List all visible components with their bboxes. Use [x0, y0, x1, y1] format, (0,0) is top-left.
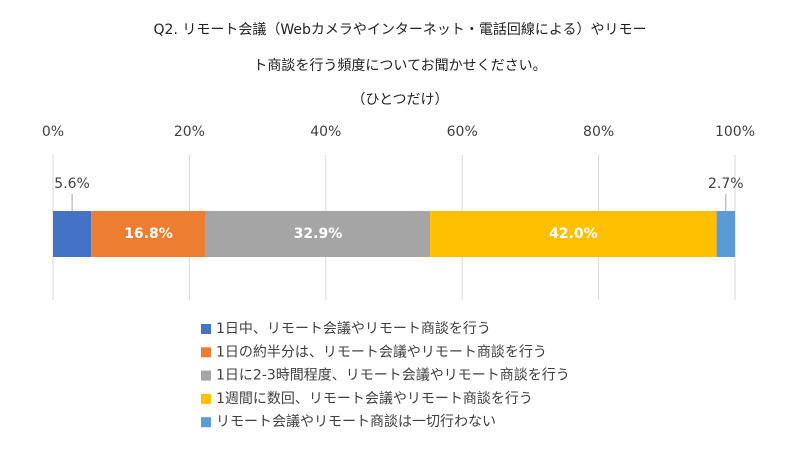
data-label: 5.6% [54, 176, 90, 192]
legend-label: 1日に2-3時間程度、リモート会議やリモート商談を行う [216, 367, 570, 384]
legend-swatch [201, 347, 211, 358]
x-tick-label: 0% [42, 124, 64, 140]
legend-swatch [201, 393, 211, 404]
bar-segment [716, 211, 735, 257]
x-tick-label: 100% [715, 124, 755, 140]
x-tick-label: 80% [583, 124, 614, 140]
legend-label: 1日中、リモート会議やリモート商談を行う [216, 320, 491, 337]
legend-swatch [201, 417, 211, 428]
chart-subtitle: （ひとつだけ） [351, 92, 448, 108]
data-label: 42.0% [549, 226, 598, 242]
data-label: 2.7% [708, 176, 744, 192]
legend-label: 1日の約半分は、リモート会議やリモート商談を行う [216, 343, 547, 360]
chart-title: ト商談を行う頻度についてお聞かせください。 [253, 58, 546, 74]
legend-label: リモート会議やリモート商談は一切行わない [216, 413, 496, 430]
x-tick-label: 20% [174, 124, 205, 140]
bar-segment [430, 211, 717, 257]
x-tick-label: 40% [310, 124, 341, 140]
bar-segment [205, 211, 431, 257]
data-label: 32.9% [294, 226, 343, 242]
legend-swatch [201, 324, 211, 334]
legend-label: 1週間に数回、リモート会議やリモート商談を行う [216, 390, 533, 407]
legend-swatch [201, 370, 211, 381]
chart-title: Q2. リモート会議（Webカメラやインターネット・電話回線による）やリモー [154, 21, 647, 38]
bar-segment [91, 211, 206, 257]
bar-segment [53, 211, 92, 257]
x-tick-label: 60% [447, 124, 478, 140]
data-label: 16.8% [124, 226, 173, 242]
